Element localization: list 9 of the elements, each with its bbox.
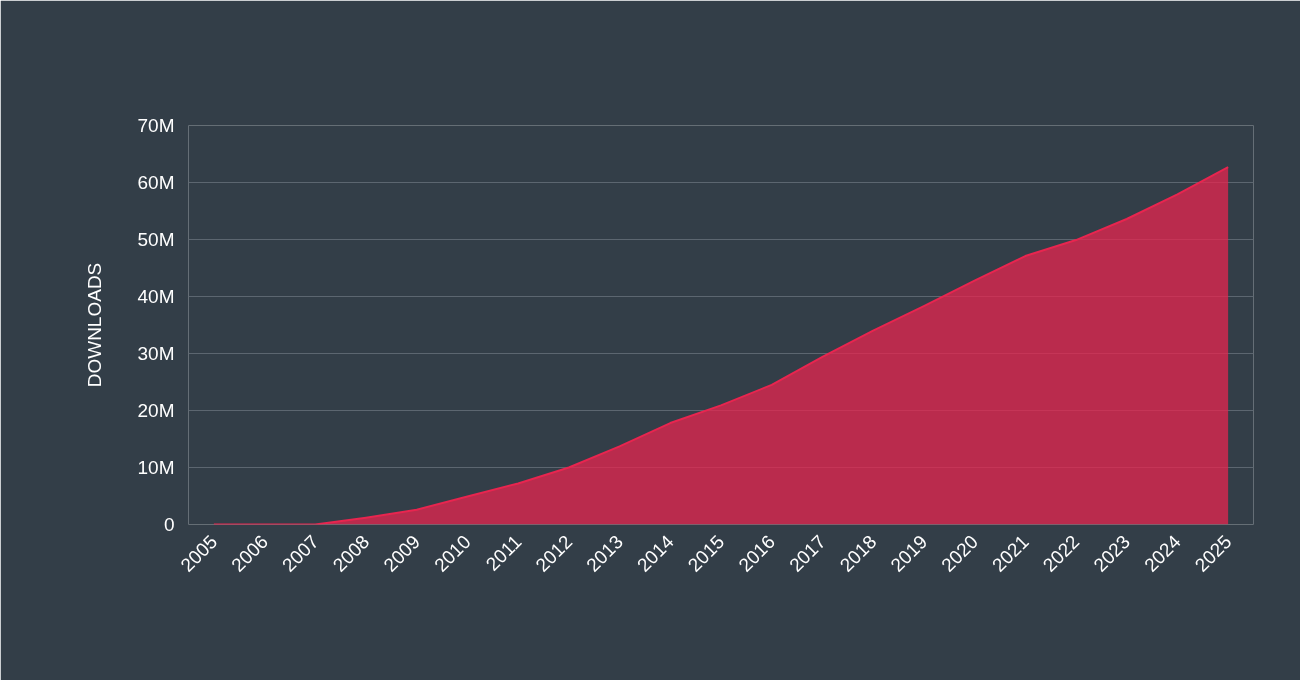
y-axis-title: DOWNLOADS — [83, 262, 105, 388]
y-tick-label: 50M — [137, 229, 175, 250]
y-tick-label: 60M — [137, 172, 175, 193]
y-tick-label: 0 — [163, 514, 175, 535]
y-tick-label: 40M — [137, 286, 175, 307]
y-tick-label: 30M — [137, 343, 175, 364]
y-tick-label: 10M — [137, 457, 175, 478]
y-tick-label: 20M — [137, 400, 175, 421]
y-tick-label: 70M — [137, 115, 175, 136]
